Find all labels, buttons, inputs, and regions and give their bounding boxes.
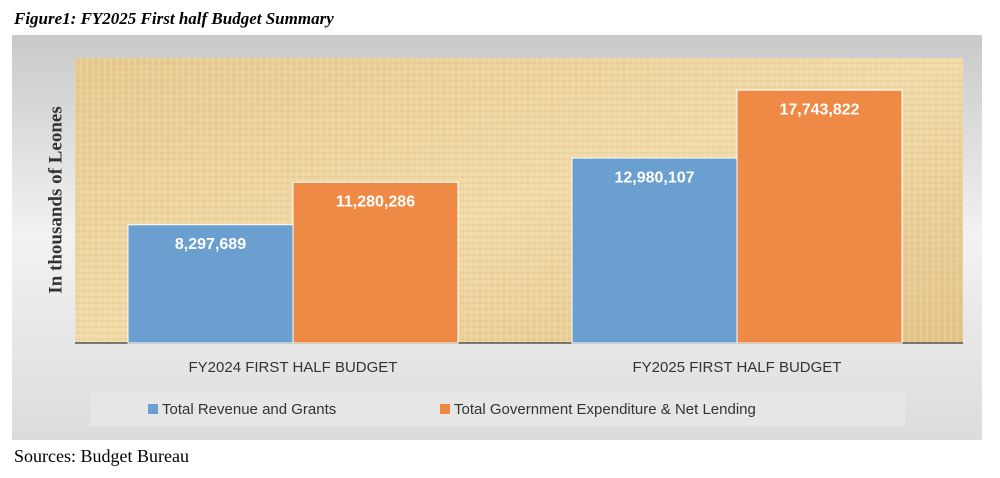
legend-swatch xyxy=(440,404,450,414)
legend-swatch xyxy=(148,404,158,414)
bar xyxy=(571,157,738,344)
legend-label: Total Revenue and Grants xyxy=(162,401,336,418)
source-note: Sources: Budget Bureau xyxy=(14,446,189,466)
x-tick-label: FY2024 FIRST HALF BUDGET xyxy=(189,359,398,376)
chart-title: Figure1: FY2025 First half Budget Summar… xyxy=(13,9,334,28)
data-label: 17,743,822 xyxy=(779,101,859,118)
legend-label: Total Government Expenditure & Net Lendi… xyxy=(454,401,756,418)
data-label: 11,280,286 xyxy=(336,193,415,210)
data-label: 8,297,689 xyxy=(175,236,246,253)
y-axis-label: In thousands of Leones xyxy=(45,106,66,293)
bar xyxy=(292,181,459,344)
data-label: 12,980,107 xyxy=(614,169,694,186)
legend-box xyxy=(90,393,905,426)
bar xyxy=(736,89,903,344)
x-tick-label: FY2025 FIRST HALF BUDGET xyxy=(633,359,842,376)
bar xyxy=(127,224,294,344)
